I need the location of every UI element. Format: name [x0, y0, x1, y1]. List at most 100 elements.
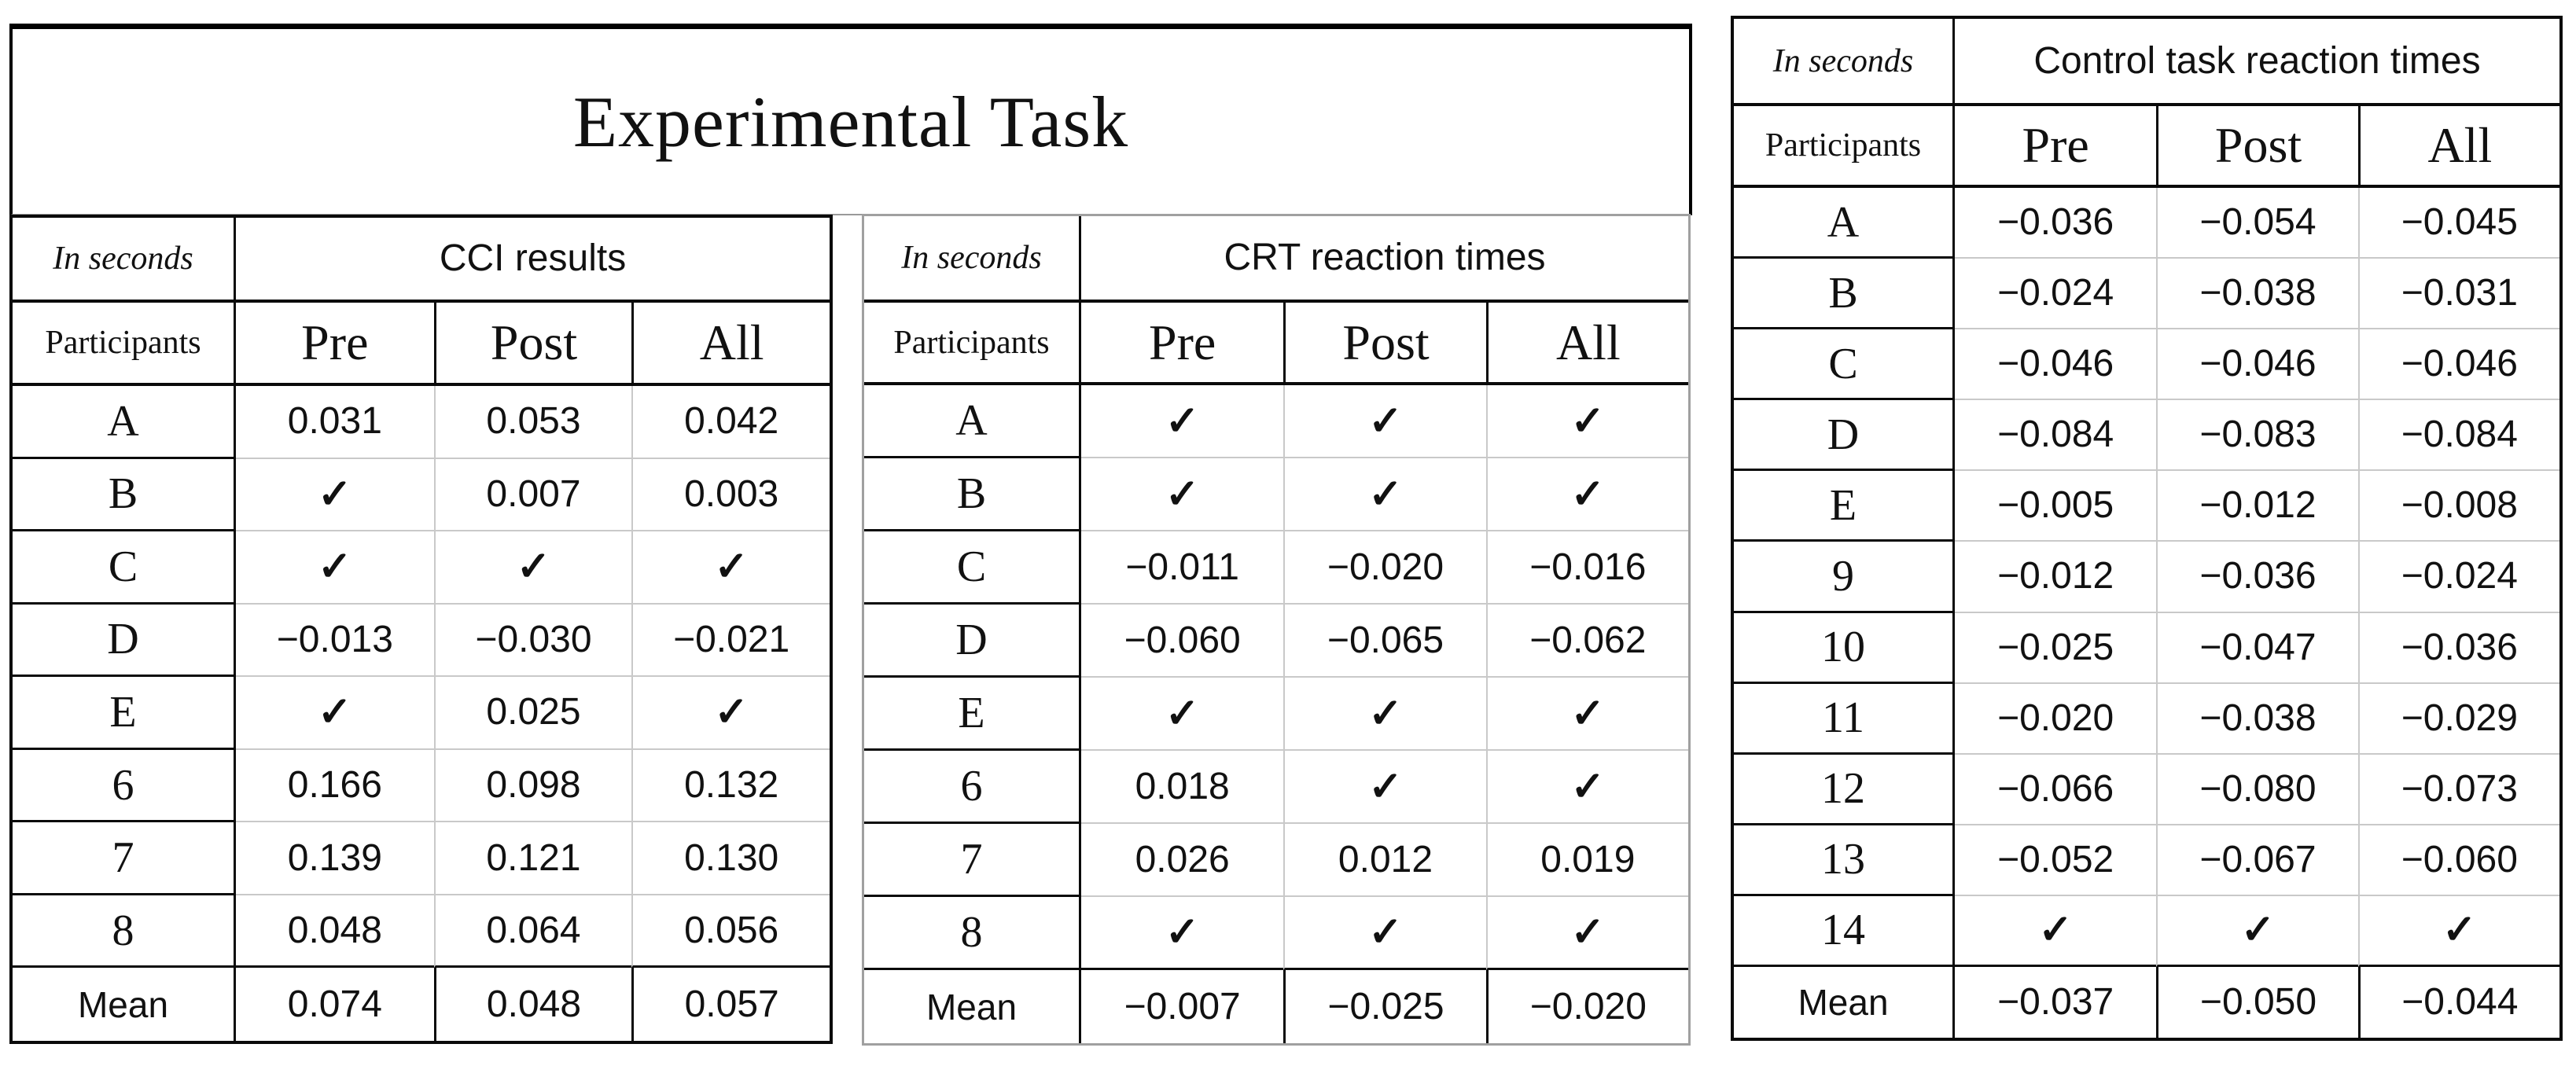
row-label: 7	[864, 824, 1081, 897]
row-label: D	[1734, 400, 1955, 472]
value-cell: 0.098	[433, 749, 632, 823]
value-cell: −0.038	[2156, 259, 2358, 330]
value-cell: −0.012	[1955, 542, 2157, 613]
check-mark: ✓	[1485, 458, 1688, 531]
value-cell: −0.031	[2357, 259, 2559, 330]
value-cell: −0.066	[1955, 755, 2157, 825]
page-title: Experimental Task	[572, 81, 1129, 162]
value-cell: −0.046	[1955, 329, 2157, 401]
check-mark: ✓	[1955, 896, 2157, 967]
value-cell: 0.042	[631, 386, 830, 459]
value-cell: −0.025	[1955, 613, 2157, 684]
check-mark: ✓	[1081, 385, 1284, 458]
value-cell: −0.062	[1485, 605, 1688, 678]
column-header-pre: Pre	[1955, 106, 2157, 188]
check-mark: ✓	[1283, 458, 1486, 531]
column-header-pre: Pre	[1081, 303, 1284, 385]
check-mark: ✓	[236, 531, 434, 605]
column-header-pre: Pre	[236, 303, 434, 386]
row-label: 8	[13, 895, 236, 969]
value-cell: −0.012	[2156, 471, 2358, 542]
column-header-all: All	[1485, 303, 1688, 385]
value-cell: −0.044	[2357, 966, 2559, 1038]
value-cell: 0.132	[631, 749, 830, 823]
row-label: B	[864, 458, 1081, 531]
value-cell: −0.029	[2357, 683, 2559, 755]
value-cell: −0.008	[2357, 471, 2559, 542]
value-cell: 0.121	[433, 822, 632, 895]
corner-label: In seconds	[864, 216, 1081, 303]
value-cell: −0.067	[2156, 825, 2358, 896]
value-cell: 0.019	[1485, 824, 1688, 897]
value-cell: −0.050	[2156, 966, 2357, 1038]
row-label: 6	[864, 751, 1081, 824]
column-header-post: Post	[2156, 106, 2358, 188]
table-cci-results: In seconds CCI results Participants Pre Post…	[9, 215, 833, 1044]
value-cell: −0.052	[1955, 825, 2157, 896]
check-mark: ✓	[236, 459, 434, 532]
row-label: A	[864, 385, 1081, 458]
check-mark: ✓	[1283, 897, 1486, 970]
value-cell: 0.012	[1283, 824, 1486, 897]
value-cell: 0.056	[631, 895, 830, 969]
row-header-label: Participants	[13, 303, 236, 386]
value-cell: −0.060	[2357, 825, 2559, 896]
value-cell: −0.084	[2357, 400, 2559, 472]
row-header-label: Participants	[864, 303, 1081, 385]
row-label: 9	[1734, 542, 1955, 613]
column-header-post: Post	[1283, 303, 1486, 385]
check-mark: ✓	[1283, 385, 1486, 458]
row-label: Mean	[13, 968, 236, 1041]
value-cell: −0.020	[1485, 970, 1688, 1043]
value-cell: −0.036	[2357, 612, 2559, 684]
check-mark: ✓	[631, 677, 830, 750]
title-box: Experimental Task	[9, 24, 1692, 215]
column-header-all: All	[2357, 106, 2559, 188]
value-cell: −0.025	[1283, 970, 1485, 1043]
row-label: C	[864, 531, 1081, 605]
check-mark: ✓	[433, 531, 632, 605]
value-cell: 0.003	[631, 458, 830, 532]
value-cell: 0.031	[236, 386, 434, 459]
value-cell: −0.046	[2156, 329, 2358, 401]
value-cell: −0.021	[631, 604, 830, 678]
corner-label: In seconds	[13, 218, 236, 303]
value-cell: −0.084	[1955, 400, 2157, 472]
value-cell: −0.024	[1955, 259, 2157, 330]
table-title: CCI results	[236, 218, 830, 303]
row-label: D	[864, 605, 1081, 678]
value-cell: −0.013	[236, 605, 434, 678]
column-header-all: All	[631, 303, 830, 386]
value-cell: 0.007	[433, 458, 632, 532]
value-cell: −0.007	[1124, 985, 1241, 1027]
value-cell: 0.074	[287, 983, 382, 1025]
check-mark: ✓	[236, 677, 434, 750]
corner-label: In seconds	[1734, 19, 1955, 106]
check-mark: ✓	[1485, 751, 1688, 824]
value-cell: −0.020	[1955, 684, 2157, 755]
table-crt-reaction-times: In seconds CRT reaction times Participants…	[862, 214, 1691, 1046]
value-cell: −0.073	[2357, 754, 2559, 825]
value-cell: −0.036	[2156, 542, 2358, 613]
value-cell: 0.053	[433, 386, 632, 459]
row-label: 10	[1734, 612, 1955, 684]
value-cell: 0.048	[433, 968, 632, 1041]
check-mark: ✓	[1283, 678, 1486, 751]
row-label: 7	[13, 822, 236, 895]
value-cell: 0.166	[236, 750, 434, 823]
row-label: 11	[1734, 683, 1955, 755]
value-cell: 0.130	[631, 822, 830, 895]
check-mark: ✓	[2357, 895, 2559, 967]
value-cell: −0.080	[2156, 754, 2358, 825]
row-label: E	[13, 677, 236, 750]
value-cell: −0.060	[1081, 605, 1284, 678]
value-cell: 0.018	[1081, 751, 1284, 824]
table-title: Control task reaction times	[1955, 19, 2559, 106]
row-label: 13	[1734, 825, 1955, 896]
value-cell: 0.048	[236, 895, 434, 969]
value-cell: −0.054	[2156, 188, 2358, 259]
row-label: 14	[1734, 895, 1955, 967]
row-label: 8	[864, 897, 1081, 970]
row-label: B	[13, 458, 236, 532]
